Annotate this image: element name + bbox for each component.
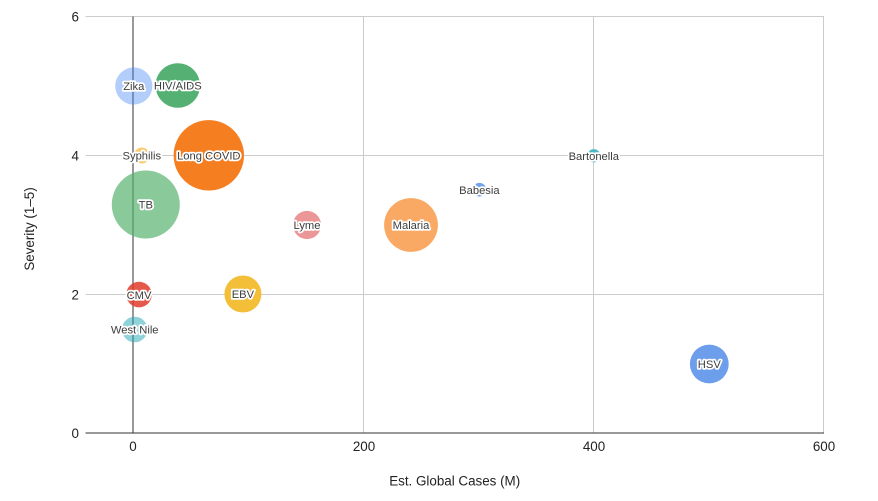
svg-text:2: 2 <box>72 287 79 302</box>
svg-text:0: 0 <box>129 439 136 454</box>
svg-text:Babesia: Babesia <box>459 185 500 197</box>
svg-text:Bartonella: Bartonella <box>569 151 620 163</box>
svg-text:600: 600 <box>813 439 835 454</box>
svg-text:HSV: HSV <box>698 359 722 371</box>
svg-text:Malaria: Malaria <box>393 220 430 232</box>
svg-text:200: 200 <box>353 439 375 454</box>
svg-text:TB: TB <box>139 200 153 212</box>
svg-text:400: 400 <box>583 439 605 454</box>
svg-text:EBV: EBV <box>232 289 255 301</box>
svg-text:6: 6 <box>72 9 79 24</box>
svg-text:West Nile: West Nile <box>111 325 159 337</box>
svg-text:HIV/AIDS: HIV/AIDS <box>154 81 202 93</box>
svg-text:Zika: Zika <box>123 81 145 93</box>
svg-text:4: 4 <box>72 148 80 163</box>
svg-text:CMV: CMV <box>127 290 152 302</box>
svg-text:Syphilis: Syphilis <box>123 151 162 163</box>
svg-text:Lyme: Lyme <box>294 220 321 232</box>
svg-text:0: 0 <box>72 426 79 441</box>
svg-text:Long COVID: Long COVID <box>177 151 240 163</box>
svg-text:Est. Global Cases (M): Est. Global Cases (M) <box>389 474 520 489</box>
svg-text:Severity (1–5): Severity (1–5) <box>22 187 37 270</box>
